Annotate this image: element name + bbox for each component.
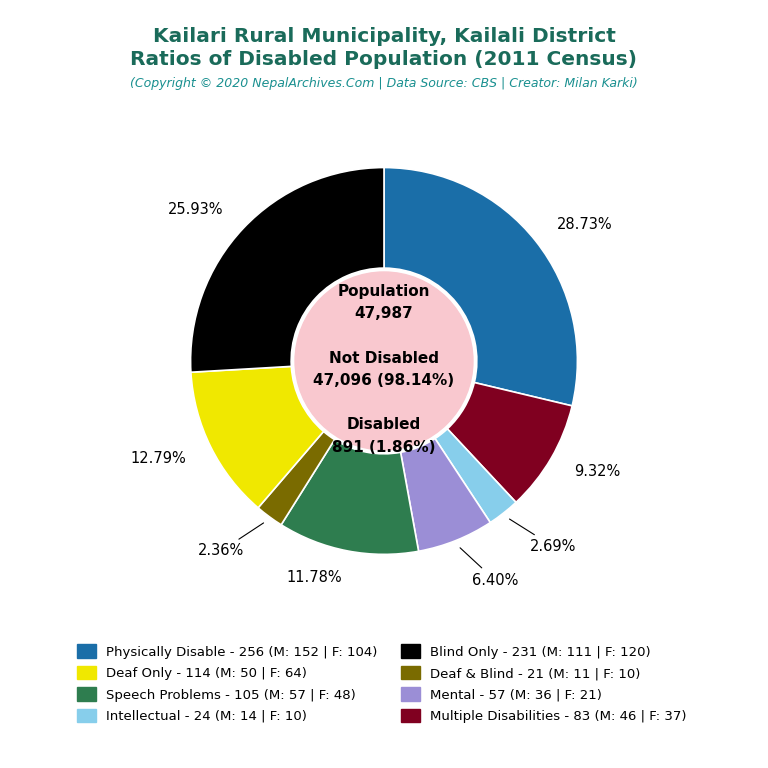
Text: 12.79%: 12.79%: [131, 452, 187, 466]
Text: (Copyright © 2020 NepalArchives.Com | Data Source: CBS | Creator: Milan Karki): (Copyright © 2020 NepalArchives.Com | Da…: [130, 77, 638, 90]
Text: Population: Population: [338, 284, 430, 299]
Wedge shape: [447, 382, 572, 502]
Wedge shape: [435, 429, 516, 522]
Text: 25.93%: 25.93%: [168, 202, 223, 217]
Text: 2.69%: 2.69%: [509, 519, 576, 554]
Text: 6.40%: 6.40%: [460, 548, 518, 588]
Text: 9.32%: 9.32%: [574, 465, 621, 479]
Wedge shape: [258, 432, 335, 525]
Text: 28.73%: 28.73%: [557, 217, 613, 232]
Wedge shape: [281, 439, 419, 554]
Wedge shape: [191, 366, 323, 508]
Circle shape: [295, 272, 473, 450]
Text: Not Disabled: Not Disabled: [329, 350, 439, 366]
Text: Kailari Rural Municipality, Kailali District: Kailari Rural Municipality, Kailali Dist…: [153, 27, 615, 46]
Text: 47,987: 47,987: [355, 306, 413, 321]
Wedge shape: [401, 439, 490, 551]
Text: 47,096 (98.14%): 47,096 (98.14%): [313, 372, 455, 388]
Text: 2.36%: 2.36%: [198, 523, 263, 558]
Text: Ratios of Disabled Population (2011 Census): Ratios of Disabled Population (2011 Cens…: [131, 50, 637, 69]
Text: 891 (1.86%): 891 (1.86%): [333, 439, 435, 455]
Wedge shape: [384, 167, 578, 406]
Legend: Blind Only - 231 (M: 111 | F: 120), Deaf & Blind - 21 (M: 11 | F: 10), Mental - : Blind Only - 231 (M: 111 | F: 120), Deaf…: [401, 644, 687, 723]
Wedge shape: [190, 167, 384, 372]
Text: Disabled: Disabled: [347, 417, 421, 432]
Text: 11.78%: 11.78%: [286, 570, 343, 585]
